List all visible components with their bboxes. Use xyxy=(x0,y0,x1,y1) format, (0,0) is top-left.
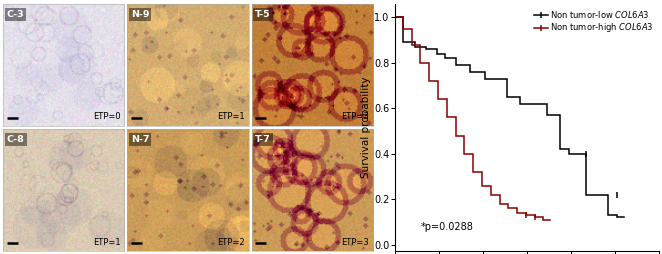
Text: ETP=3: ETP=3 xyxy=(342,112,369,121)
Text: C-3: C-3 xyxy=(7,10,24,19)
Text: C-8: C-8 xyxy=(7,135,24,144)
Text: T-5: T-5 xyxy=(256,10,271,19)
Text: ETP=0: ETP=0 xyxy=(93,112,120,121)
Text: N-9: N-9 xyxy=(131,10,150,19)
Title: Non-tumor: Non-tumor xyxy=(150,0,226,3)
Text: *p=0.0288: *p=0.0288 xyxy=(421,222,474,232)
Legend: Non tumor-low $\mathit{COL6A3}$, Non tumor-high $\mathit{COL6A3}$: Non tumor-low $\mathit{COL6A3}$, Non tum… xyxy=(534,8,655,35)
Text: ETP=1: ETP=1 xyxy=(217,112,245,121)
Title: Control: Control xyxy=(38,0,89,3)
Text: ETP=3: ETP=3 xyxy=(342,237,369,247)
Y-axis label: Survival probability: Survival probability xyxy=(361,77,371,178)
Text: ETP=1: ETP=1 xyxy=(93,237,120,247)
Text: N-7: N-7 xyxy=(131,135,150,144)
Text: ETP=2: ETP=2 xyxy=(217,237,245,247)
Text: T-7: T-7 xyxy=(256,135,271,144)
Title: Tumor: Tumor xyxy=(290,0,334,3)
